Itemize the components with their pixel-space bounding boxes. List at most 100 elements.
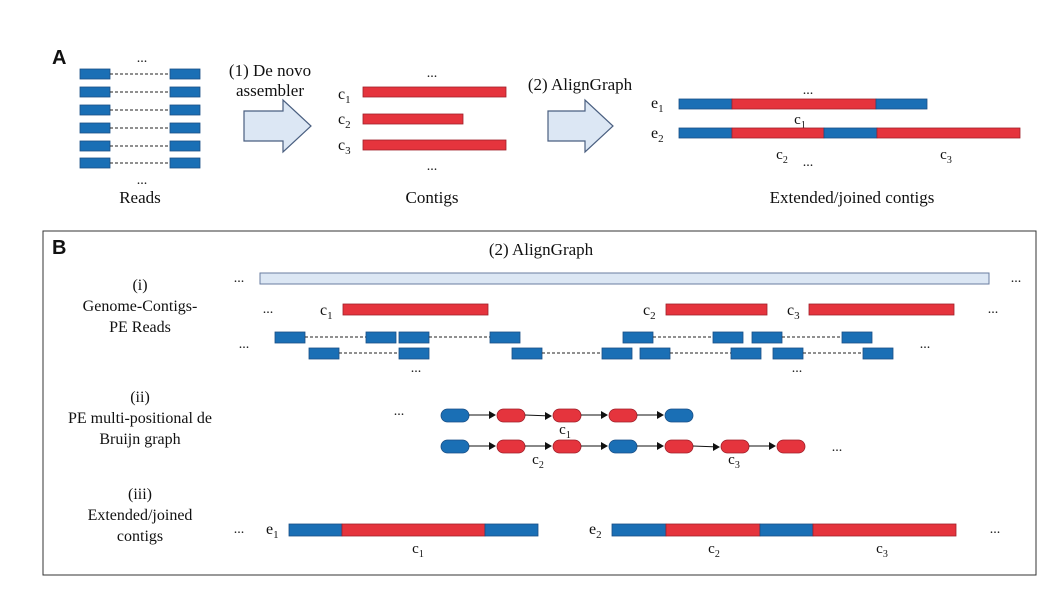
extension-segment: [611, 523, 667, 537]
contig-segment: [731, 98, 877, 110]
read: [365, 331, 397, 344]
read-pair: [79, 122, 201, 134]
contigs: ... c1 c2 c3 ... Contigs: [338, 66, 507, 207]
extension-segment: [288, 523, 343, 537]
result-c2-label: c2: [708, 541, 720, 560]
graph-node: [552, 439, 582, 454]
read: [169, 140, 201, 152]
edge-arrowhead-icon: [657, 411, 664, 419]
graph-node: [608, 439, 638, 454]
genome-left-ellipsis: ...: [234, 271, 245, 286]
read: [79, 140, 111, 152]
read: [169, 122, 201, 134]
genome-right-ellipsis: ...: [1011, 271, 1022, 286]
graph-c1-label: c1: [559, 422, 571, 441]
step-i-label-line1: (i): [132, 277, 147, 294]
result-right-ellipsis: ...: [990, 522, 1001, 537]
reads-below-ellipsis-1: ...: [411, 361, 422, 376]
graph-node: [664, 439, 694, 454]
result-left-ellipsis: ...: [234, 522, 245, 537]
reference-genome: [259, 272, 990, 285]
extension-segment: [484, 523, 539, 537]
step-iii-label-line3: contigs: [117, 528, 163, 545]
read: [79, 122, 111, 134]
step-i-label-line2: Genome-Contigs-: [83, 298, 198, 315]
graph-node: [496, 408, 526, 423]
extension-segment: [875, 98, 928, 110]
extended-joined-contigs: ... e1 c1 e2 c2 c3 ... Extended/joined c…: [651, 83, 1021, 207]
read: [274, 331, 306, 344]
graph-c2-label: c2: [532, 452, 544, 471]
read: [772, 347, 804, 360]
edge-arrowhead-icon: [713, 443, 720, 451]
result-c3-label: c3: [876, 541, 888, 560]
panel-a-label: A: [52, 47, 66, 69]
read: [169, 86, 201, 98]
read: [398, 331, 430, 344]
contig-segment: [341, 523, 486, 537]
graph-node: [440, 408, 470, 423]
step-ii-label-line3: Bruijn graph: [99, 431, 180, 448]
panel-b-label: B: [52, 237, 66, 259]
read-pair: [79, 140, 201, 152]
read: [841, 331, 873, 344]
graph-node: [720, 439, 750, 454]
contigs-bottom-ellipsis: ...: [427, 159, 438, 174]
graph-node: [440, 439, 470, 454]
aligned-contig-c2: [665, 303, 768, 316]
read: [308, 347, 340, 360]
step-iii-label-line1: (iii): [128, 486, 152, 503]
contig-c3: [362, 139, 507, 151]
contigs-top-ellipsis: ...: [427, 66, 438, 81]
read-pair: [79, 68, 201, 80]
step-ii-label-line2: PE multi-positional de: [68, 410, 212, 427]
read: [79, 86, 111, 98]
extended-e1-label: e1: [651, 95, 664, 115]
step-ii: (ii) PE multi-positional de Bruijn graph…: [68, 389, 842, 471]
step2-arrow-icon: [547, 98, 614, 154]
edge-arrowhead-icon: [657, 442, 664, 450]
contig-c1-label: c1: [338, 86, 351, 106]
extension-segment: [678, 127, 733, 139]
graph-right-ellipsis: ...: [832, 440, 843, 455]
contig-segment: [876, 127, 1021, 139]
reads-bottom-ellipsis: ...: [137, 173, 148, 188]
graph-left-ellipsis: ...: [394, 404, 405, 419]
read: [79, 68, 111, 80]
read: [601, 347, 633, 360]
graph-node: [664, 408, 694, 423]
gap-fill-segment: [823, 127, 878, 139]
read: [398, 347, 430, 360]
read: [169, 104, 201, 116]
contigs-right-ellipsis: ...: [988, 302, 999, 317]
panel-b-title: (2) AlignGraph: [489, 240, 594, 259]
contig-c2: [362, 113, 464, 125]
step1-arrow-icon: [243, 98, 312, 154]
pe-reads-row-1: [274, 331, 873, 344]
extension-segment: [678, 98, 733, 110]
edge-arrowhead-icon: [545, 412, 552, 420]
extended-c3-label: c3: [940, 147, 952, 166]
step-ii-label-line1: (ii): [130, 389, 150, 406]
contig-segment: [731, 127, 825, 139]
contigs-label: Contigs: [406, 188, 459, 207]
read-pair: [79, 157, 201, 169]
aligned-c2-label: c2: [643, 302, 656, 322]
read: [622, 331, 654, 344]
read: [79, 104, 111, 116]
read: [712, 331, 744, 344]
step-iii-label-line2: Extended/joined: [88, 507, 193, 524]
extended-e2-label: e2: [651, 125, 664, 145]
edge-arrowhead-icon: [769, 442, 776, 450]
aligned-c1-label: c1: [320, 302, 333, 322]
read: [639, 347, 671, 360]
step-i: (i) Genome-Contigs- PE Reads ... ... ...…: [83, 271, 1022, 376]
read: [730, 347, 762, 360]
step2-label: (2) AlignGraph: [528, 75, 633, 94]
read: [79, 157, 111, 169]
graph-path-1: [440, 408, 694, 423]
result-c1-label: c1: [412, 541, 424, 560]
edge-arrowhead-icon: [489, 411, 496, 419]
extended-top-ellipsis: ...: [803, 83, 814, 98]
